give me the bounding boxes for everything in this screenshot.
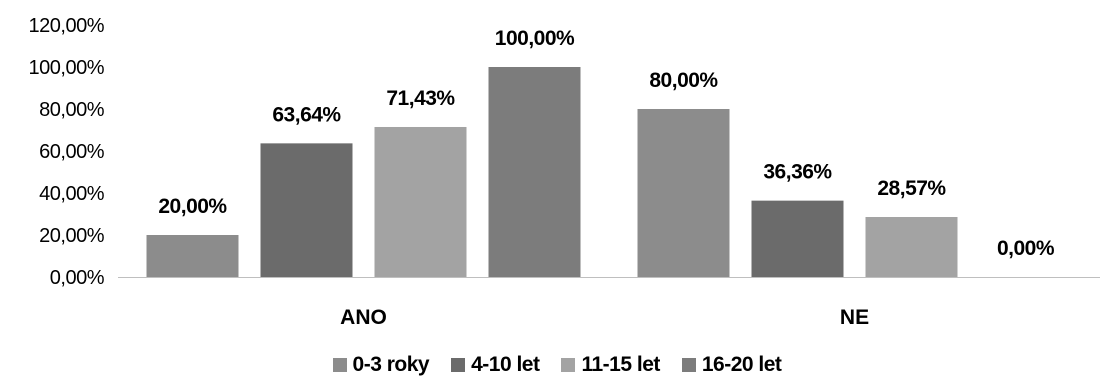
y-tick-label: 80,00% [39,99,105,121]
bar [637,109,730,277]
bar [146,235,239,277]
data-label: 63,64% [272,103,341,126]
bar [260,143,353,277]
y-tick-label: 120,00% [29,15,105,37]
legend-label: 16-20 let [701,353,782,376]
y-tick-label: 100,00% [29,57,105,79]
bar [374,126,467,277]
legend-label: 0-3 roky [352,353,430,376]
category-label: NE [840,306,869,329]
y-tick-label: 20,00% [39,225,105,247]
category-labels: ANO NE [340,306,869,329]
legend-swatch [332,358,347,372]
bar [865,217,958,277]
data-label: 71,43% [386,87,455,110]
data-label: 80,00% [649,69,718,92]
y-tick-label: 40,00% [39,183,105,205]
legend: 0-3 roky 4-10 let 11-15 let 16-20 let [0,352,1114,378]
legend-swatch [681,358,696,372]
legend-swatch [451,358,466,372]
legend-item: 0-3 roky [332,353,430,377]
data-label: 28,57% [877,177,946,200]
legend-label: 4-10 let [471,353,540,376]
data-label: 20,00% [158,195,227,218]
bar [488,67,581,277]
legend-item: 16-20 let [681,353,782,377]
legend-item: 11-15 let [561,353,660,377]
bar [751,200,844,277]
data-label: 0,00% [997,237,1055,260]
y-tick-label: 60,00% [39,141,105,163]
data-labels: 20,00% 63,64% 71,43% 100,00% 80,00% 36,36% 28,… [158,27,1055,260]
bars [146,67,958,277]
legend-swatch [561,358,576,372]
y-tick-label: 0,00% [50,267,105,289]
legend-item: 4-10 let [451,353,540,377]
legend-label: 11-15 let [581,353,660,376]
data-label: 36,36% [763,161,832,184]
y-axis: 0,00% 20,00% 40,00% 60,00% 80,00% 100,00% 120,… [29,15,106,289]
category-label: ANO [340,306,387,329]
data-label: 100,00% [495,27,575,50]
